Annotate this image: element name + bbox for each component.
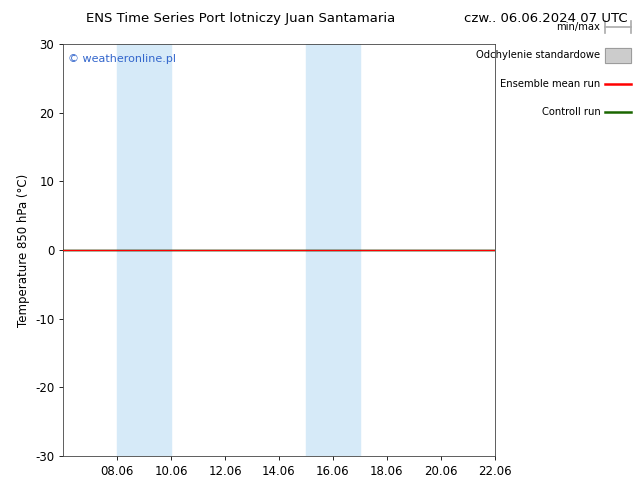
Bar	[117, 44, 171, 456]
Bar	[306, 44, 359, 456]
Text: Controll run: Controll run	[541, 107, 600, 117]
Text: © weatheronline.pl: © weatheronline.pl	[68, 54, 176, 64]
Y-axis label: Temperature 850 hPa (°C): Temperature 850 hPa (°C)	[16, 173, 30, 326]
Text: ENS Time Series Port lotniczy Juan Santamaria: ENS Time Series Port lotniczy Juan Santa…	[86, 12, 396, 25]
Text: Ensemble mean run: Ensemble mean run	[500, 79, 600, 89]
Text: czw.. 06.06.2024 07 UTC: czw.. 06.06.2024 07 UTC	[464, 12, 628, 25]
Text: Odchylenie standardowe: Odchylenie standardowe	[476, 50, 600, 60]
Text: min/max: min/max	[557, 22, 600, 32]
